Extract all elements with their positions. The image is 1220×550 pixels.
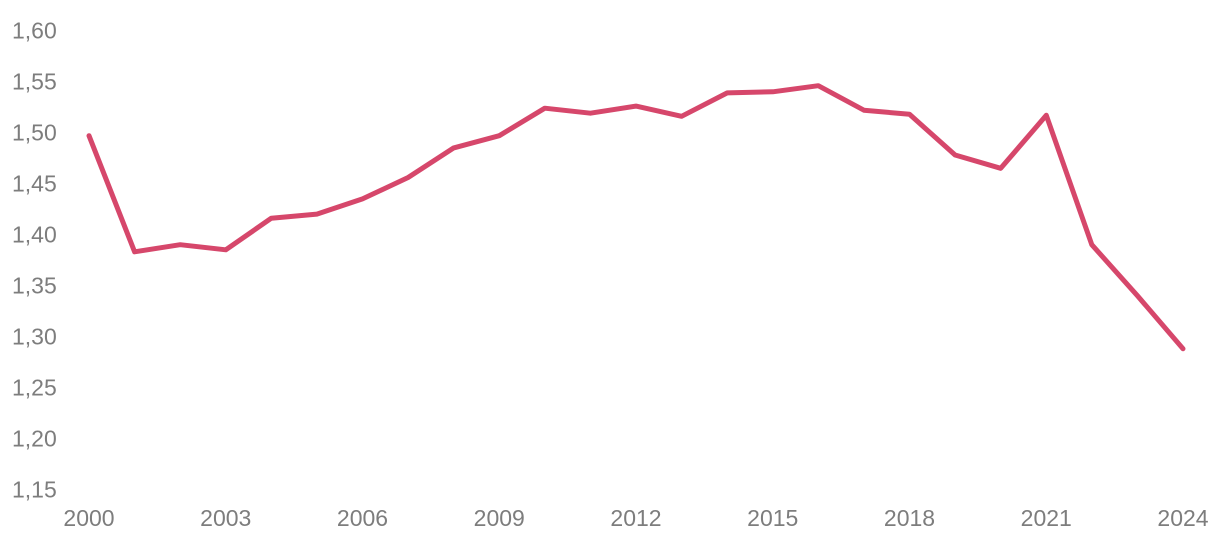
x-tick-label: 2012 [610, 505, 661, 531]
x-tick-label: 2000 [63, 505, 114, 531]
y-tick-label: 1,55 [12, 69, 57, 95]
y-tick-label: 1,25 [12, 374, 57, 400]
y-tick-label: 1,45 [12, 171, 57, 197]
x-tick-label: 2015 [747, 505, 798, 531]
x-axis-labels: 2000 2003 2006 2009 2012 2015 2018 2021 2024 [63, 505, 1208, 531]
y-tick-label: 1,30 [12, 323, 57, 349]
y-tick-label: 1,60 [12, 18, 57, 44]
y-tick-label: 1,15 [12, 476, 57, 502]
y-axis-labels: 1,15 1,20 1,25 1,30 1,35 1,40 1,45 1,50 1,55 1,60 [12, 18, 57, 503]
y-tick-label: 1,50 [12, 120, 57, 146]
y-tick-label: 1,35 [12, 272, 57, 298]
y-tick-label: 1,40 [12, 222, 57, 248]
data-series-line [86, 83, 1186, 352]
x-tick-label: 2006 [337, 505, 388, 531]
x-tick-label: 2024 [1157, 505, 1208, 531]
x-tick-label: 2018 [884, 505, 935, 531]
x-tick-label: 2003 [200, 505, 251, 531]
x-tick-label: 2021 [1021, 505, 1072, 531]
y-tick-label: 1,20 [12, 425, 57, 451]
x-tick-label: 2009 [474, 505, 525, 531]
